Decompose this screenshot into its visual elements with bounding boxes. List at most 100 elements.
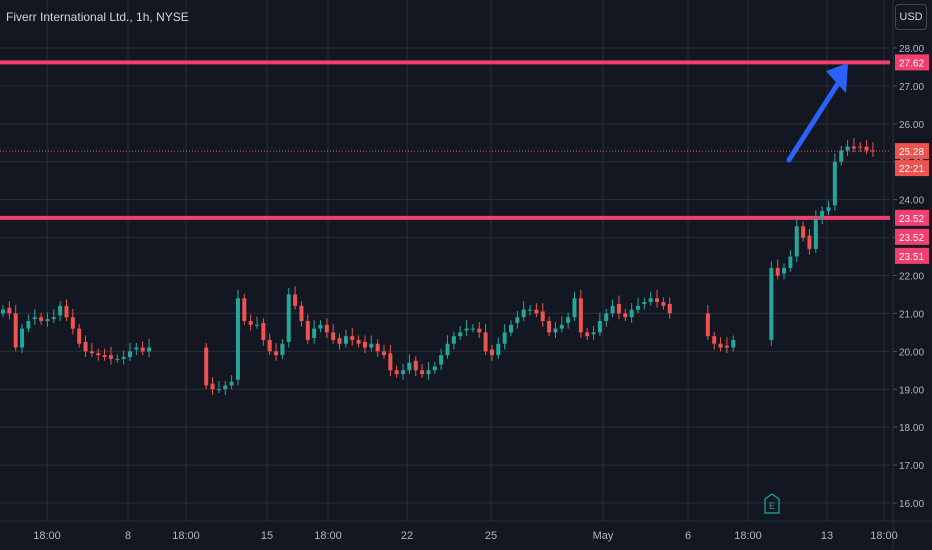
candle-body [299,305,304,321]
candle-body [337,338,342,344]
arrow-head [826,63,848,94]
candle-body [597,321,602,333]
candle-body [470,328,475,330]
symbol-title: Fiverr International Ltd., 1h, NYSE [6,10,189,24]
price-label-badge [895,143,929,160]
candle-body [864,146,869,151]
x-tick-label: 15 [261,530,273,542]
candle-body [870,150,875,152]
candle-body [788,256,793,268]
candle-body [7,307,12,314]
price-label-badge [895,247,929,264]
candle-body [769,267,774,340]
candle-body [39,317,44,321]
candle-body [521,309,526,318]
trend-arrow[interactable] [786,63,848,163]
candle-body [839,150,844,162]
candle-body [534,309,539,314]
x-tick-label: 8 [125,530,131,542]
y-tick-label: 16.00 [899,499,924,510]
candle-body [648,298,653,303]
candle-body [305,321,310,340]
candle-body [489,349,494,356]
candle-body [731,339,736,348]
candle-body [604,313,609,321]
candle-body [712,336,717,344]
candle-body [343,336,348,344]
y-tick-label: 19.00 [899,385,924,396]
candle-body [255,324,259,326]
candle-body [432,366,437,371]
candle-body [807,235,812,249]
candle-body [572,298,577,318]
candle-body [394,370,399,375]
y-tick-label: 20.00 [899,347,924,358]
candle-body [223,385,228,390]
y-tick-label: 18.00 [899,423,924,434]
candle-body [616,303,621,314]
candle-body [293,294,298,306]
candle-body [528,309,533,311]
candle-body [509,324,513,333]
candle-body [629,309,634,318]
candle-body [547,321,552,333]
candle-body [388,353,393,371]
candle-body [477,328,482,333]
horizontal-levels[interactable] [0,60,890,220]
candle-body [324,324,329,333]
time-axis[interactable]: 18:00 8 18:00 15 18:00 22 25 May 6 18:00 13 18:00 [0,520,932,542]
candle-body [261,322,266,340]
earnings-label: E [769,501,775,511]
candle-body [782,267,787,274]
candle-body [369,343,374,348]
candle-body [801,226,806,238]
candle-body [585,332,590,337]
candle-body [13,313,18,348]
y-tick-label: 27.00 [899,82,924,93]
candle-body [210,383,215,390]
candle-body [274,351,279,356]
candle-body [102,355,107,358]
candle-body [553,328,558,333]
y-tick-label: 21.00 [899,309,924,320]
candle-body [64,305,69,318]
candlestick-series [1,138,875,395]
candle-body [858,146,863,148]
candle-body [578,298,583,333]
candle-body [382,351,386,356]
candle-body [32,317,37,320]
candle-body [496,343,501,356]
candle-body [610,305,615,314]
x-tick-label: 18:00 [734,530,762,542]
candle-body [216,389,221,391]
y-tick-label: 24.00 [899,196,924,207]
candle-body [318,324,323,329]
x-tick-label: 25 [485,530,497,542]
candle-body [826,207,831,212]
candle-body [813,218,818,249]
candle-body [204,347,209,386]
price-label-text: 23.52 [899,233,924,244]
candle-body [128,351,132,358]
candle-body [235,298,240,380]
earnings-marker[interactable]: E [764,493,780,514]
candle-body [451,336,456,344]
price-axis[interactable]: 28.0027.0026.0025.0024.0023.0022.0021.00… [892,0,929,550]
candle-body [655,298,660,303]
candle-body [515,317,520,323]
candle-body [248,321,253,325]
candle-body [724,345,729,348]
candle-body [458,332,463,337]
price-label-text: 23.52 [899,214,924,225]
candle-body [413,360,418,371]
candle-body [147,347,152,352]
candle-body [286,294,291,342]
candle-body [45,319,50,321]
candle-body [70,317,75,329]
candle-body [407,362,412,371]
candle-body [51,317,56,320]
currency-button[interactable]: USD [895,4,927,30]
candle-body [312,328,317,339]
candle-body [591,332,596,335]
